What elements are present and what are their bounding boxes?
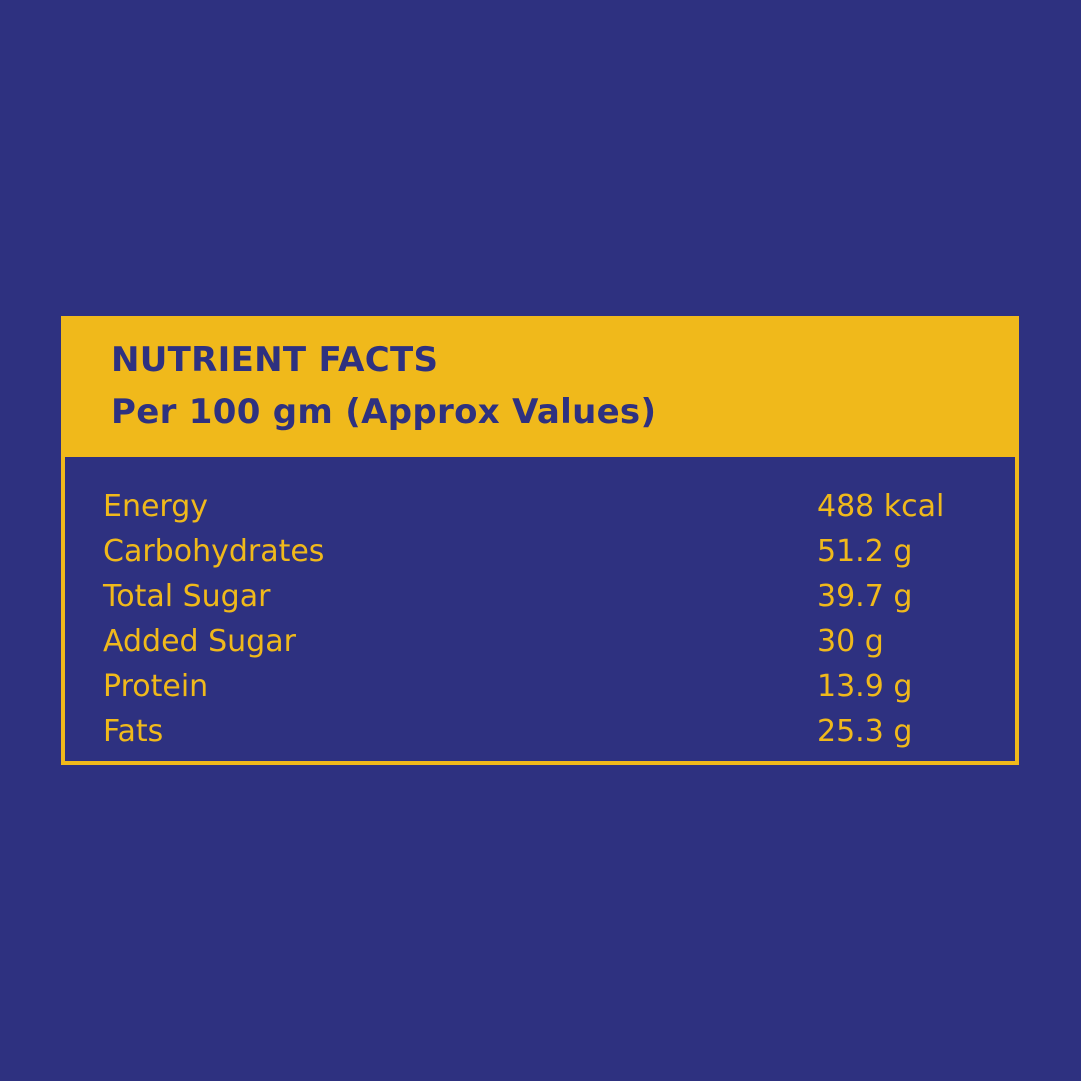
nutrient-value: 25.3 g xyxy=(817,714,913,749)
nutrient-row: Fats 25.3 g xyxy=(103,709,1015,754)
nutrient-row: Protein 13.9 g xyxy=(103,664,1015,709)
nutrient-label: Added Sugar xyxy=(103,624,296,659)
nutrient-facts-panel: NUTRIENT FACTS Per 100 gm (Approx Values… xyxy=(61,316,1019,765)
nutrient-value: 13.9 g xyxy=(817,669,913,704)
nutrient-value: 39.7 g xyxy=(817,579,913,614)
nutrient-value: 30 g xyxy=(817,624,884,659)
nutrient-row: Energy 488 kcal xyxy=(103,484,1015,529)
nutrient-label: Fats xyxy=(103,714,164,749)
panel-header: NUTRIENT FACTS Per 100 gm (Approx Values… xyxy=(65,320,1015,457)
nutrient-label: Carbohydrates xyxy=(103,534,325,569)
nutrient-value: 488 kcal xyxy=(817,489,945,524)
nutrient-label: Energy xyxy=(103,489,209,524)
nutrient-row: Total Sugar 39.7 g xyxy=(103,574,1015,619)
nutrient-label: Total Sugar xyxy=(103,579,271,614)
nutrient-label: Protein xyxy=(103,669,209,704)
nutrient-row: Added Sugar 30 g xyxy=(103,619,1015,664)
nutrient-row: Carbohydrates 51.2 g xyxy=(103,529,1015,574)
nutrient-value: 51.2 g xyxy=(817,534,913,569)
panel-title: NUTRIENT FACTS xyxy=(111,340,439,380)
panel-subtitle: Per 100 gm (Approx Values) xyxy=(111,392,657,432)
